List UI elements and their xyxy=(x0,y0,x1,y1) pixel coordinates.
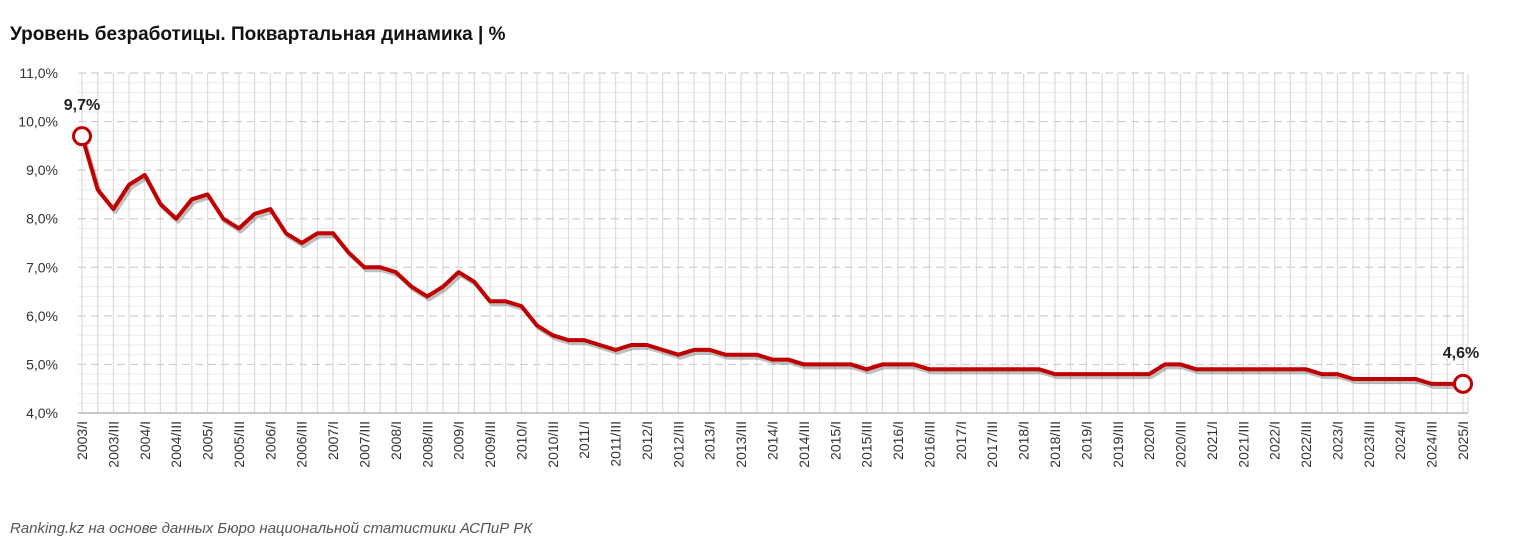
x-tick-label: 2015/I xyxy=(827,421,843,460)
x-tick-label: 2008/III xyxy=(419,421,435,468)
x-tick-label: 2003/I xyxy=(74,421,90,460)
x-tick-label: 2004/I xyxy=(137,421,153,460)
y-tick-label: 8,0% xyxy=(26,211,58,227)
x-tick-label: 2018/I xyxy=(1016,421,1032,460)
x-tick-label: 2025/I xyxy=(1455,421,1471,460)
x-tick-label: 2024/III xyxy=(1424,421,1440,468)
x-tick-label: 2019/III xyxy=(1110,421,1126,468)
x-tick-label: 2005/I xyxy=(200,421,216,460)
x-tick-label: 2011/I xyxy=(576,421,592,459)
y-tick-label: 6,0% xyxy=(26,308,58,324)
data-label: 4,6% xyxy=(1443,345,1479,362)
x-tick-label: 2023/I xyxy=(1329,421,1345,460)
x-tick-label: 2009/III xyxy=(482,421,498,468)
data-point-marker xyxy=(1453,373,1473,394)
x-tick-label: 2007/I xyxy=(325,421,341,460)
x-tick-label: 2010/I xyxy=(513,421,529,460)
x-tick-label: 2003/III xyxy=(105,421,121,468)
x-tick-label: 2013/III xyxy=(733,421,749,468)
x-tick-label: 2017/III xyxy=(984,421,1000,468)
x-tick-label: 2009/I xyxy=(451,421,467,460)
y-tick-label: 5,0% xyxy=(26,356,58,372)
x-tick-label: 2011/III xyxy=(608,421,624,467)
source-note: Ranking.kz на основе данных Бюро национа… xyxy=(10,520,533,537)
x-tick-label: 2016/III xyxy=(921,421,937,468)
x-tick-label: 2024/I xyxy=(1392,421,1408,460)
x-tick-label: 2021/I xyxy=(1204,421,1220,460)
data-point-marker xyxy=(72,126,92,147)
x-tick-label: 2008/I xyxy=(388,421,404,460)
series-line xyxy=(80,135,1463,386)
x-tick-label: 2013/I xyxy=(702,421,718,460)
x-tick-label: 2015/III xyxy=(859,421,875,468)
x-tick-label: 2014/III xyxy=(796,421,812,468)
x-tick-label: 2019/I xyxy=(1078,421,1094,460)
y-tick-label: 9,0% xyxy=(26,162,58,178)
x-tick-label: 2012/III xyxy=(670,421,686,468)
x-tick-label: 2012/I xyxy=(639,421,655,460)
x-tick-label: 2014/I xyxy=(765,421,781,460)
chart-title: Уровень безработицы. Поквартальная динам… xyxy=(10,24,506,45)
x-tick-label: 2023/III xyxy=(1361,421,1377,468)
x-tick-label: 2022/III xyxy=(1298,421,1314,468)
x-tick-label: 2020/I xyxy=(1141,421,1157,460)
y-tick-label: 11,0% xyxy=(19,65,58,81)
series-line-shadow xyxy=(82,138,1465,389)
x-tick-label: 2017/I xyxy=(953,421,969,460)
x-tick-label: 2010/III xyxy=(545,421,561,468)
y-tick-label: 4,0% xyxy=(26,405,58,421)
x-tick-label: 2004/III xyxy=(168,421,184,468)
x-tick-label: 2007/III xyxy=(356,421,372,468)
x-tick-label: 2018/III xyxy=(1047,421,1063,468)
x-tick-label: 2016/I xyxy=(890,421,906,460)
x-tick-label: 2022/I xyxy=(1267,421,1283,460)
x-tick-label: 2006/III xyxy=(294,421,310,468)
x-tick-label: 2020/III xyxy=(1173,421,1189,468)
y-tick-label: 10,0% xyxy=(18,114,58,130)
x-tick-label: 2006/I xyxy=(262,421,278,460)
x-tick-label: 2005/III xyxy=(231,421,247,468)
y-tick-label: 7,0% xyxy=(26,259,58,275)
data-label: 9,7% xyxy=(64,97,100,114)
x-tick-label: 2021/III xyxy=(1235,421,1251,468)
